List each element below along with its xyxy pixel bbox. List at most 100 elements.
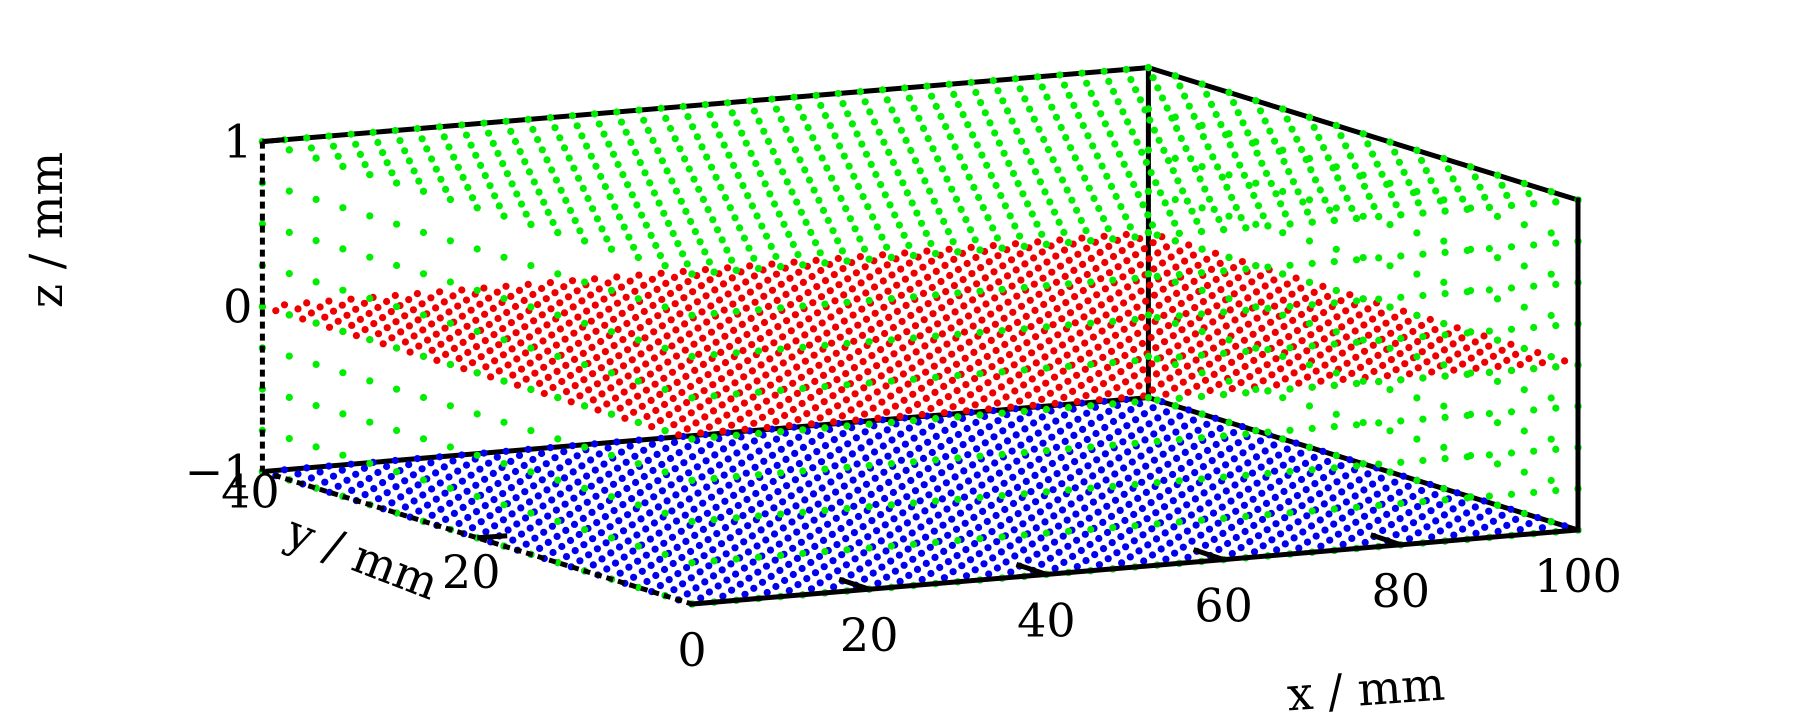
data-point xyxy=(581,319,589,327)
data-point xyxy=(476,465,484,473)
data-point xyxy=(932,102,940,110)
data-point xyxy=(388,499,396,507)
data-point xyxy=(566,371,575,380)
data-point xyxy=(509,371,517,379)
data-point xyxy=(467,306,475,314)
data-point xyxy=(388,169,396,177)
data-point xyxy=(1485,342,1493,350)
data-point xyxy=(1133,303,1141,311)
data-point xyxy=(1016,232,1024,240)
data-point xyxy=(379,479,387,487)
data-point xyxy=(1205,360,1214,368)
data-point xyxy=(721,524,730,532)
data-point xyxy=(1103,502,1111,510)
data-point xyxy=(419,270,428,278)
data-point xyxy=(901,249,909,257)
data-point xyxy=(615,378,624,386)
data-point xyxy=(719,445,728,453)
data-point xyxy=(1020,407,1028,415)
data-point xyxy=(1105,269,1114,277)
data-point xyxy=(1121,516,1129,525)
data-point xyxy=(1185,432,1193,440)
data-point xyxy=(1220,514,1228,523)
data-point xyxy=(556,325,565,333)
data-point xyxy=(799,426,807,434)
data-point xyxy=(899,344,907,352)
data-point xyxy=(726,369,734,377)
data-point xyxy=(793,528,801,536)
data-point xyxy=(1138,313,1146,321)
data-point xyxy=(738,294,746,302)
data-point xyxy=(1108,374,1116,382)
data-point xyxy=(1126,362,1134,370)
data-point xyxy=(714,417,722,425)
data-point xyxy=(1160,311,1168,319)
data-point xyxy=(853,460,861,468)
data-point xyxy=(1166,539,1174,547)
data-point xyxy=(597,337,605,346)
data-point xyxy=(694,489,702,497)
data-point xyxy=(971,566,979,574)
data-point xyxy=(1444,165,1452,173)
data-point xyxy=(1027,158,1035,166)
data-point xyxy=(803,410,811,418)
data-point xyxy=(1010,526,1018,534)
data-point xyxy=(1164,295,1172,303)
data-point xyxy=(1111,140,1119,148)
data-point xyxy=(730,161,738,169)
data-point xyxy=(936,563,944,572)
data-point xyxy=(1212,275,1220,284)
data-point xyxy=(1160,338,1169,346)
data-point xyxy=(1162,408,1171,416)
data-point xyxy=(1489,517,1497,525)
data-point xyxy=(725,151,733,159)
data-point xyxy=(1275,286,1283,294)
data-point xyxy=(916,497,924,505)
data-point xyxy=(1337,297,1345,305)
x-tick xyxy=(1370,532,1402,548)
data-point xyxy=(976,370,984,378)
data-point xyxy=(1099,518,1107,527)
data-point xyxy=(819,206,828,214)
data-point xyxy=(1281,375,1289,383)
data-point xyxy=(710,433,718,441)
data-point xyxy=(811,239,820,247)
data-point xyxy=(393,220,401,228)
data-point xyxy=(1042,447,1050,455)
data-point xyxy=(1246,373,1254,381)
data-point xyxy=(777,263,785,271)
data-point xyxy=(544,373,552,381)
data-point xyxy=(898,317,906,326)
data-point xyxy=(877,510,885,519)
data-point xyxy=(325,323,334,331)
data-point xyxy=(605,470,613,478)
data-points xyxy=(258,64,1582,608)
data-point xyxy=(473,245,481,253)
data-point xyxy=(987,501,995,509)
data-point xyxy=(1262,169,1271,177)
data-point xyxy=(1286,220,1294,228)
data-point xyxy=(339,162,347,170)
data-point xyxy=(787,136,795,144)
data-point xyxy=(773,461,781,469)
data-point xyxy=(906,450,914,458)
data-point xyxy=(1135,382,1143,390)
data-point xyxy=(859,523,867,531)
data-point xyxy=(709,216,717,224)
data-point xyxy=(691,531,699,540)
data-point xyxy=(1279,187,1287,196)
data-point xyxy=(648,440,657,448)
data-point xyxy=(1413,146,1421,154)
data-point xyxy=(1056,236,1064,244)
data-point xyxy=(1365,192,1373,200)
data-point xyxy=(552,176,561,184)
data-point xyxy=(534,492,542,500)
data-point xyxy=(1130,510,1138,519)
data-point xyxy=(366,377,374,385)
data-point xyxy=(774,488,782,496)
data-point xyxy=(1138,504,1146,513)
data-point xyxy=(562,361,570,369)
data-point xyxy=(629,382,637,390)
data-point xyxy=(1052,113,1061,121)
data-point xyxy=(1333,313,1341,321)
